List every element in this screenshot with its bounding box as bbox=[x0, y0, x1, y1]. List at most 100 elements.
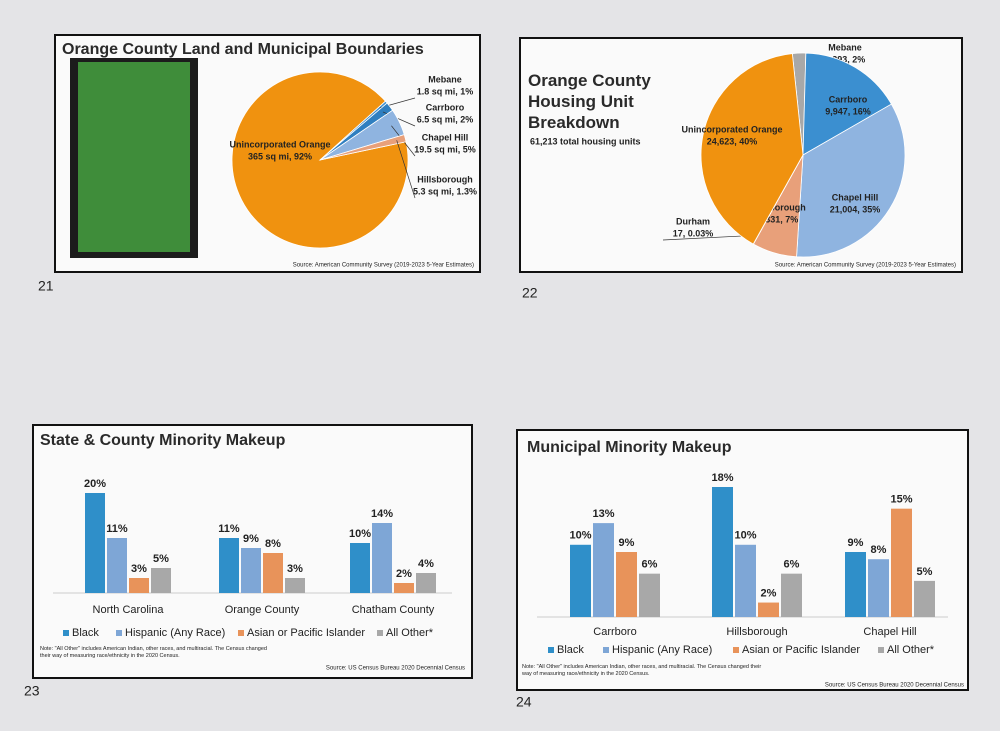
source: Source: US Census Bureau 2020 Decennial … bbox=[825, 683, 964, 689]
source: Source: US Census Bureau 2020 Decennial … bbox=[326, 666, 465, 672]
bar bbox=[570, 544, 591, 617]
legend-label: Black bbox=[557, 644, 584, 656]
slice-label: Chapel Hill bbox=[422, 132, 469, 142]
slice-value-label: 9,947, 16% bbox=[825, 106, 871, 116]
value-label: 5% bbox=[153, 553, 169, 565]
x-tick-label: Chatham County bbox=[352, 604, 435, 616]
value-label: 2% bbox=[761, 587, 777, 599]
slice-value-label: 24,623, 40% bbox=[707, 136, 758, 146]
value-label: 14% bbox=[371, 508, 393, 520]
legend-label: Black bbox=[72, 627, 99, 639]
value-label: 10% bbox=[734, 530, 756, 542]
bar bbox=[735, 544, 756, 617]
slice-label: Mebane bbox=[428, 74, 462, 84]
slice-label: Carrboro bbox=[426, 102, 465, 112]
legend-label: Hispanic (Any Race) bbox=[125, 627, 225, 639]
bar bbox=[263, 553, 283, 593]
bar bbox=[712, 487, 733, 617]
bar bbox=[241, 548, 261, 593]
slice-value-label: 365 sq mi, 92% bbox=[248, 151, 312, 161]
value-label: 9% bbox=[848, 537, 864, 549]
legend-swatch bbox=[377, 630, 383, 636]
pie-slice bbox=[700, 53, 804, 245]
chart-title: Orange County Housing Unit Breakdown bbox=[528, 71, 651, 132]
bar bbox=[350, 543, 370, 593]
pie-slice bbox=[796, 103, 906, 258]
x-tick-label: Carrboro bbox=[593, 626, 636, 638]
value-label: 8% bbox=[871, 544, 887, 556]
value-label: 9% bbox=[619, 537, 635, 549]
bar bbox=[781, 573, 802, 617]
bar bbox=[845, 552, 866, 617]
bar bbox=[285, 578, 305, 593]
legend-swatch bbox=[878, 647, 884, 653]
slice-value-label: 5.3 sq mi, 1.3% bbox=[413, 186, 477, 196]
slice-value-label: 1.8 sq mi, 1% bbox=[417, 86, 474, 96]
bar bbox=[219, 538, 239, 593]
x-tick-label: North Carolina bbox=[93, 604, 165, 616]
bar bbox=[914, 580, 935, 617]
note: Note: "All Other" includes American Indi… bbox=[522, 664, 762, 677]
bar bbox=[107, 538, 127, 593]
note-box: Note: "All Other" includes American Indi… bbox=[522, 664, 762, 677]
slice-value-label: 17, 0.03% bbox=[673, 228, 714, 238]
slice-label: Durham bbox=[676, 216, 710, 226]
bar bbox=[394, 583, 414, 593]
value-label: 13% bbox=[592, 508, 614, 520]
slice-value-label: 4,331, 7% bbox=[758, 214, 799, 224]
bar bbox=[758, 602, 779, 617]
note-box: Note: "All Other" includes American Indi… bbox=[40, 646, 267, 659]
slice-label: Carrboro bbox=[829, 94, 868, 104]
value-label: 10% bbox=[349, 528, 371, 540]
value-label: 20% bbox=[84, 478, 106, 490]
slice-value-label: 21,004, 35% bbox=[830, 204, 881, 214]
slice-value-label: 6.5 sq mi, 2% bbox=[417, 114, 474, 124]
value-label: 10% bbox=[569, 530, 591, 542]
value-label: 15% bbox=[890, 494, 912, 506]
chart-title: Orange County Land and Municipal Boundar… bbox=[62, 41, 424, 58]
bar bbox=[129, 578, 149, 593]
legend-label: Hispanic (Any Race) bbox=[612, 644, 712, 656]
legend-swatch bbox=[63, 630, 69, 636]
value-label: 8% bbox=[265, 538, 281, 550]
page-number: 22 bbox=[522, 285, 538, 301]
bar bbox=[593, 523, 614, 617]
bar bbox=[891, 508, 912, 617]
value-label: 6% bbox=[784, 559, 800, 571]
value-label: 11% bbox=[106, 523, 128, 535]
legend-label: All Other* bbox=[386, 627, 434, 639]
page-number: 23 bbox=[24, 683, 40, 699]
bar bbox=[151, 568, 171, 593]
x-tick-label: Chapel Hill bbox=[863, 626, 916, 638]
value-label: 4% bbox=[418, 558, 434, 570]
slice-label: Chapel Hill bbox=[832, 192, 879, 202]
slice-label: Mebane bbox=[828, 42, 862, 52]
pie-slice bbox=[802, 52, 892, 156]
value-label: 3% bbox=[131, 563, 147, 575]
value-label: 18% bbox=[711, 472, 733, 484]
source: Source: American Community Survey (2019-… bbox=[775, 263, 956, 269]
legend-swatch bbox=[548, 647, 554, 653]
slice-label: Unincorporated Orange bbox=[229, 139, 330, 149]
legend-label: Asian or Pacific Islander bbox=[742, 644, 860, 656]
note: Note: "All Other" includes American Indi… bbox=[40, 646, 267, 659]
value-label: 11% bbox=[218, 523, 240, 535]
pie-slice bbox=[319, 134, 407, 161]
bar bbox=[85, 493, 105, 593]
bar bbox=[372, 523, 392, 593]
subtitle: 61,213 total housing units bbox=[530, 136, 641, 146]
bar bbox=[868, 559, 889, 617]
value-label: 3% bbox=[287, 563, 303, 575]
chart-title: State & County Minority Makeup bbox=[40, 432, 286, 449]
map-land bbox=[78, 62, 190, 252]
slice-label: Hillsborough bbox=[750, 202, 806, 212]
x-tick-label: Orange County bbox=[225, 604, 300, 616]
bar bbox=[616, 552, 637, 617]
value-label: 2% bbox=[396, 568, 412, 580]
page-number: 21 bbox=[38, 278, 54, 294]
source: Source: American Community Survey (2019-… bbox=[293, 263, 474, 269]
chart-title: Municipal Minority Makeup bbox=[527, 439, 732, 456]
slice-label: Hillsborough bbox=[417, 174, 473, 184]
value-label: 5% bbox=[917, 566, 933, 578]
